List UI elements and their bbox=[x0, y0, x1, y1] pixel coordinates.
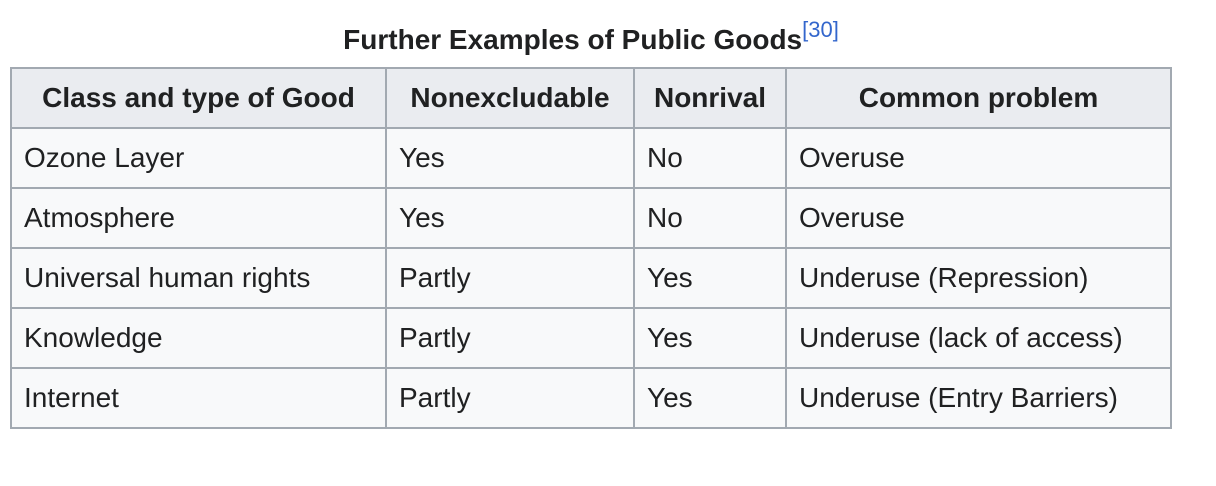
caption-title: Further Examples of Public Goods bbox=[343, 24, 803, 55]
cell-nonrival: No bbox=[633, 127, 787, 189]
header-common-problem: Common problem bbox=[785, 67, 1172, 129]
cell-nonexcludable: Partly bbox=[385, 247, 635, 309]
cell-nonexcludable: Yes bbox=[385, 187, 635, 249]
table-row: Universal human rights Partly Yes Underu… bbox=[10, 247, 1172, 309]
table-caption: Further Examples of Public Goods[30] bbox=[11, 18, 1171, 62]
cell-class-type: Universal human rights bbox=[10, 247, 387, 309]
table-header: Class and type of Good Nonexcludable Non… bbox=[10, 67, 1172, 129]
cell-common-problem: Overuse bbox=[785, 127, 1172, 189]
citation-link[interactable]: [30] bbox=[802, 16, 839, 42]
cell-common-problem: Underuse (Repression) bbox=[785, 247, 1172, 309]
cell-nonexcludable: Partly bbox=[385, 307, 635, 369]
table-row: Internet Partly Yes Underuse (Entry Barr… bbox=[10, 367, 1172, 429]
header-class-type: Class and type of Good bbox=[10, 67, 387, 129]
cell-nonrival: No bbox=[633, 187, 787, 249]
cell-nonexcludable: Yes bbox=[385, 127, 635, 189]
cell-class-type: Internet bbox=[10, 367, 387, 429]
cell-class-type: Atmosphere bbox=[10, 187, 387, 249]
cell-common-problem: Overuse bbox=[785, 187, 1172, 249]
header-nonrival: Nonrival bbox=[633, 67, 787, 129]
cell-nonrival: Yes bbox=[633, 367, 787, 429]
cell-nonrival: Yes bbox=[633, 247, 787, 309]
cell-common-problem: Underuse (lack of access) bbox=[785, 307, 1172, 369]
cell-class-type: Ozone Layer bbox=[10, 127, 387, 189]
table-row: Knowledge Partly Yes Underuse (lack of a… bbox=[10, 307, 1172, 369]
table-row: Atmosphere Yes No Overuse bbox=[10, 187, 1172, 249]
table-row: Ozone Layer Yes No Overuse bbox=[10, 127, 1172, 189]
header-nonexcludable: Nonexcludable bbox=[385, 67, 635, 129]
header-row: Class and type of Good Nonexcludable Non… bbox=[10, 67, 1172, 129]
cell-class-type: Knowledge bbox=[10, 307, 387, 369]
cell-nonexcludable: Partly bbox=[385, 367, 635, 429]
cell-nonrival: Yes bbox=[633, 307, 787, 369]
cell-common-problem: Underuse (Entry Barriers) bbox=[785, 367, 1172, 429]
public-goods-table: Class and type of Good Nonexcludable Non… bbox=[10, 67, 1172, 429]
table-body: Ozone Layer Yes No Overuse Atmosphere Ye… bbox=[10, 127, 1172, 429]
